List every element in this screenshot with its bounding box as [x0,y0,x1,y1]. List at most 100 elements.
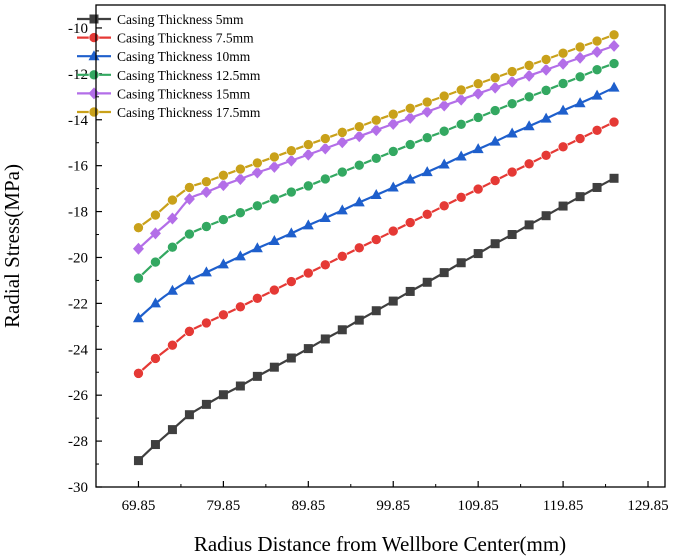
data-point [387,225,399,237]
data-point [201,221,212,232]
data-point [201,317,212,329]
data-point [269,362,279,372]
data-point [303,139,314,150]
data-point [473,249,483,259]
data-point [388,296,398,306]
data-point [371,306,381,316]
data-point [285,227,297,238]
legend-item: Casing Thickness 17.5mm [77,105,261,120]
data-point [234,172,246,185]
legend-marker [88,32,100,43]
data-point [523,60,535,71]
data-point [201,399,211,409]
data-point [336,251,348,262]
data-point [370,234,382,245]
x-axis-title: Radius Distance from Wellbore Center(mm) [194,532,566,556]
data-point [404,217,416,228]
series-2 [133,116,620,379]
data-point [404,173,416,184]
data-point [455,84,467,96]
data-point [150,440,160,450]
data-point [285,154,297,167]
y-tick-label: -28 [68,434,88,450]
data-point [235,207,246,219]
data-point [592,182,602,192]
data-point [591,45,603,58]
data-point [303,344,313,354]
data-point [557,141,569,153]
data-point [269,284,280,296]
data-point [421,96,433,108]
y-axis-title: Radial Stress(MPa) [0,164,24,328]
data-point [336,127,348,138]
data-point [523,158,535,170]
data-point [455,119,467,130]
data-point [252,371,262,381]
data-point [252,200,263,212]
data-point [268,234,280,245]
data-point [421,166,433,177]
data-point [558,201,568,211]
data-point [591,89,603,100]
data-point [472,78,484,90]
data-point [608,29,620,41]
data-point [184,182,195,193]
data-point [200,266,212,277]
data-point [489,105,501,116]
data-point [455,192,467,203]
data-point [286,276,297,287]
data-point [183,192,195,205]
data-point [608,81,620,92]
x-tick-label: 99.85 [376,498,410,514]
data-point [133,456,143,466]
data-point [252,293,263,304]
legend-marker [88,69,100,81]
data-point [132,242,144,255]
data-point [524,220,534,230]
x-tick-label: 89.85 [291,498,325,514]
data-point [404,111,416,124]
data-point [218,214,229,225]
data-point [540,63,552,76]
y-tick-label: -20 [68,250,88,266]
data-point [421,209,433,220]
data-point [184,410,194,420]
data-point [235,163,246,175]
data-point [472,143,484,154]
data-point [150,256,161,268]
data-point [540,54,552,65]
data-point [286,145,297,157]
data-point [506,75,518,88]
y-tick-label: -16 [68,159,88,175]
data-point [609,173,619,183]
data-point [354,315,364,325]
data-point [353,159,365,171]
data-point [591,125,603,136]
data-point [370,114,382,126]
data-point [540,85,552,96]
y-tick-label: -24 [68,342,88,358]
data-point [286,353,296,363]
y-tick-label: -26 [68,388,88,404]
data-point [184,228,195,240]
data-point [557,78,569,89]
series-layer [132,29,620,466]
data-point [353,196,365,207]
data-point [404,102,416,114]
x-tick-label: 79.85 [207,498,241,514]
y-tick-label: -10 [68,21,88,37]
data-point [574,71,586,83]
legend-label: Casing Thickness 10mm [117,49,251,64]
y-tick-label: -18 [68,205,88,221]
data-point [574,133,586,144]
data-point [456,258,466,268]
legend-item: Casing Thickness 5mm [77,12,244,27]
data-point [506,127,518,138]
data-point [387,108,399,120]
data-point [218,390,228,400]
data-point [591,64,603,76]
data-point [269,151,280,163]
data-point [370,124,382,137]
data-point [490,239,500,249]
